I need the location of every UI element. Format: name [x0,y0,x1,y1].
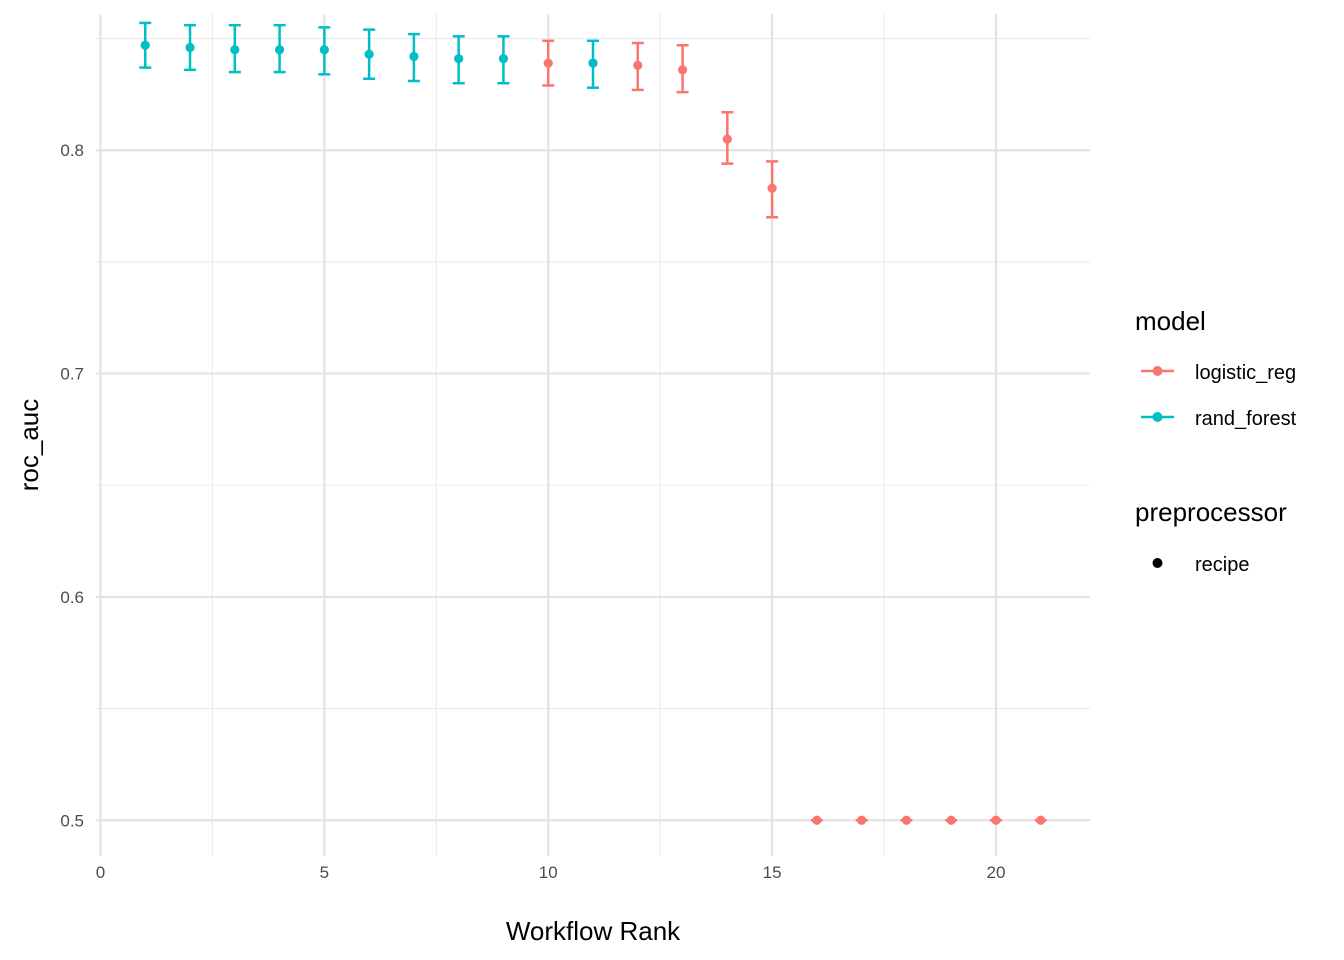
x-tick-label: 20 [987,863,1006,882]
legend-item-rand-forest: rand_forest [1141,408,1297,430]
x-tick-label: 5 [320,863,329,882]
x-tick-label: 0 [96,863,105,882]
grid [96,14,1090,856]
y-axis: 0.5 0.6 0.7 0.8 [60,141,84,830]
legend-key-point-logistic-reg [1152,366,1163,376]
data-point [409,51,419,62]
data-point [274,45,285,55]
data-point [991,815,1001,825]
data-point [185,42,195,53]
x-tick-label: 15 [763,863,782,882]
data-point [767,183,777,193]
data-point [319,45,329,55]
data-point [812,815,822,825]
data-point [722,134,732,144]
legend-item-recipe: recipe [1152,554,1249,576]
data-point [543,58,553,68]
legend-key-point-recipe [1152,558,1163,568]
legend-label-recipe: recipe [1195,554,1249,576]
data-point [901,815,912,825]
y-tick-label: 0.7 [60,365,84,384]
data-point [588,58,598,68]
data-point [677,65,688,75]
data-point [230,45,240,55]
legend-item-logistic-reg: logistic_reg [1141,362,1296,384]
y-tick-label: 0.5 [60,811,84,830]
data-point [140,40,150,50]
data-point [946,815,956,825]
legend-preprocessor-title: preprocessor [1135,497,1287,527]
x-tick-label: 10 [539,863,558,882]
legend-model-title: model [1135,306,1206,336]
x-axis: 0 5 10 15 20 [96,863,1006,882]
data-point [498,54,509,64]
legend-label-logistic-reg: logistic_reg [1195,362,1296,384]
y-tick-label: 0.8 [60,141,84,160]
data-point [454,54,464,64]
data-point [857,815,867,825]
legend-model: model logistic_reg rand_forest [1135,306,1297,430]
legend-preprocessor: preprocessor recipe [1135,497,1287,576]
data-point [364,49,374,59]
y-axis-title: roc_auc [14,399,44,492]
x-axis-title: Workflow Rank [506,916,681,946]
y-tick-label: 0.6 [60,588,84,607]
data-point [633,60,643,70]
legend-key-point-rand-forest [1152,412,1163,422]
legend-label-rand-forest: rand_forest [1195,408,1297,430]
data-marks [139,21,1047,825]
data-point [1036,815,1046,825]
